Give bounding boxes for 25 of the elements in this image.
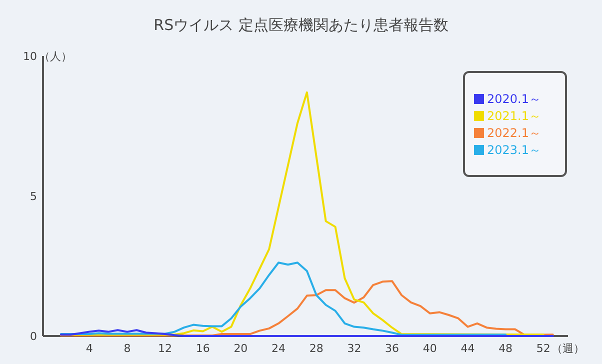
x-tick-label: 28 xyxy=(309,342,324,355)
y-tick-label: 10 xyxy=(23,50,37,63)
x-tick-label: 4 xyxy=(86,342,93,355)
x-tick-label: 40 xyxy=(422,342,437,355)
x-tick-label: 20 xyxy=(234,342,248,355)
y-tick-label: 0 xyxy=(30,330,37,343)
x-tick-label: 52 xyxy=(536,342,550,355)
x-tick-label: 24 xyxy=(272,342,286,355)
y-axis-title: （人） xyxy=(39,50,72,63)
chart-title: RSウイルス 定点医療機関あたり患者報告数 xyxy=(154,16,448,34)
legend-label: 2022.1～ xyxy=(487,126,541,140)
x-tick-label: 8 xyxy=(124,342,131,355)
x-tick-label: 44 xyxy=(460,342,475,355)
x-tick-label: 12 xyxy=(158,342,172,355)
legend-label: 2020.1～ xyxy=(487,92,541,106)
x-tick-label: 16 xyxy=(196,342,210,355)
line-series xyxy=(60,262,507,336)
legend-label: 2023.1～ xyxy=(487,143,541,157)
x-axis-title: （週） xyxy=(551,342,584,355)
line-series xyxy=(60,280,554,336)
legend-label: 2021.1～ xyxy=(487,109,541,123)
x-tick-label: 36 xyxy=(385,342,400,355)
x-tick-label: 32 xyxy=(347,342,362,355)
y-tick-label: 5 xyxy=(30,190,37,203)
x-tick-label: 48 xyxy=(498,342,513,355)
